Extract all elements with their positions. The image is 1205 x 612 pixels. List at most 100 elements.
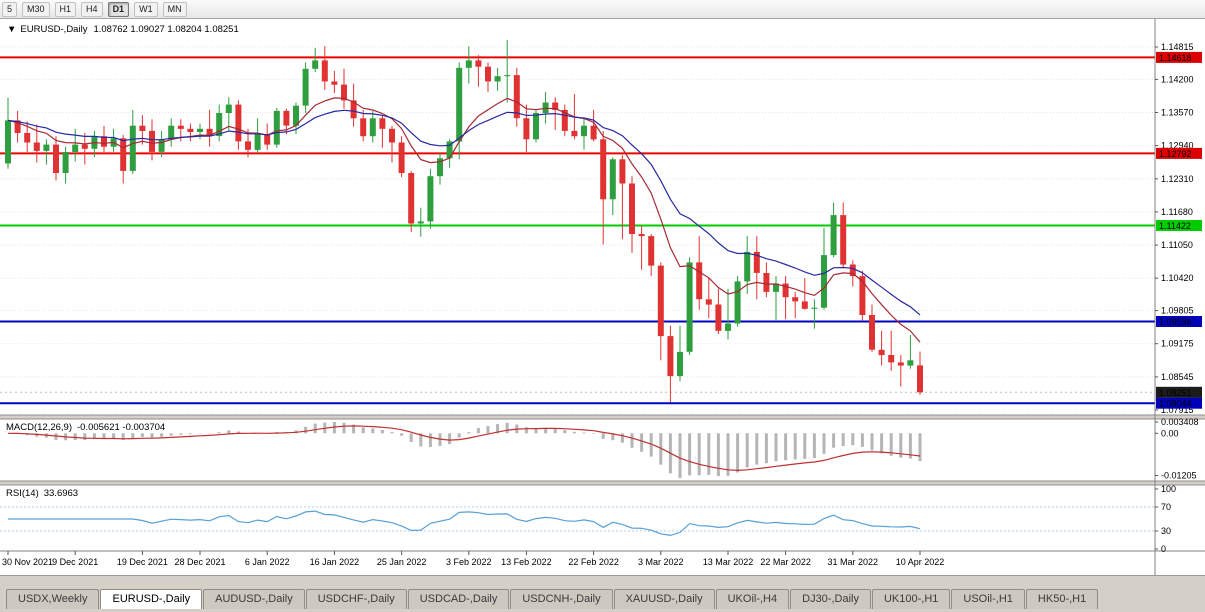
rsi-tick-label: 70 <box>1161 502 1171 512</box>
candle <box>629 183 635 234</box>
date-tick-label: 13 Mar 2022 <box>703 557 754 567</box>
candle <box>72 144 79 152</box>
candle <box>389 128 395 143</box>
price-tag <box>1156 147 1202 159</box>
timeframe-button-mn[interactable]: MN <box>162 1 187 17</box>
price-tag <box>1156 220 1202 231</box>
rsi-tick-label: 0 <box>1161 544 1166 554</box>
price-tick-label: 1.09175 <box>1161 339 1194 349</box>
candle <box>398 142 405 173</box>
tab-usdchf-daily[interactable]: USDCHF-,Daily <box>305 589 407 609</box>
timeframe-button-h1[interactable]: H1 <box>54 1 77 17</box>
candle <box>427 176 434 222</box>
collapse-triangle-icon[interactable]: ▼ <box>7 24 16 35</box>
moving-averages-layer <box>7 97 921 343</box>
candle <box>120 138 127 171</box>
macd-signal-line <box>7 425 921 472</box>
candle <box>341 84 347 101</box>
tab-xauusd-daily[interactable]: XAUUSD-,Daily <box>613 589 715 609</box>
candle <box>264 134 271 145</box>
tab-ukoil-h4[interactable]: UKOil-,H4 <box>715 589 790 609</box>
gridlines-layer <box>0 46 1155 411</box>
timeframe-button-d1[interactable]: D1 <box>107 1 130 17</box>
chart-symbol-label: EURUSD-,Daily <box>20 24 87 35</box>
price-tag <box>1156 316 1202 327</box>
chart-ohlc-values: 1.08762 1.09027 1.08204 1.08251 <box>93 24 238 35</box>
candle <box>533 113 539 140</box>
candle <box>206 128 213 137</box>
price-tags-layer: 1.14618 1.12792 1.11422 1.09598 1.082511.080… <box>1156 51 1202 409</box>
candle <box>158 139 165 152</box>
candle <box>417 221 424 224</box>
candle <box>62 152 69 173</box>
tab-eurusd-daily[interactable]: EURUSD-,Daily <box>100 589 203 609</box>
chart-ohlc-readout: ▼ EURUSD-,Daily 1.08762 1.09027 1.08204 1.… <box>7 24 239 35</box>
candle <box>811 307 818 309</box>
candle <box>504 75 511 77</box>
candle <box>821 255 827 308</box>
candle <box>53 144 59 173</box>
candle <box>475 60 482 67</box>
tab-usdx-weekly[interactable]: USDX,Weekly <box>6 589 100 609</box>
candle <box>609 159 616 200</box>
candle <box>773 283 779 292</box>
timeframe-button-w1[interactable]: W1 <box>134 1 158 17</box>
date-tick-label: 10 Apr 2022 <box>896 557 945 567</box>
candle <box>139 125 146 131</box>
date-tick-label: 28 Dec 2021 <box>174 557 225 567</box>
candle <box>187 128 194 132</box>
level-lines-layer[interactable] <box>0 56 1155 405</box>
price-tag-value: 1.14618 <box>1159 53 1192 63</box>
candle <box>235 104 242 142</box>
candle <box>81 144 88 149</box>
candle <box>725 323 731 331</box>
macd-tick-label: -0.01205 <box>1161 471 1197 481</box>
tab-hk50-h1[interactable]: HK50-,H1 <box>1025 589 1099 609</box>
candle <box>744 251 751 282</box>
candle <box>379 118 386 129</box>
date-tick-label: 25 Jan 2022 <box>377 557 427 567</box>
candle <box>245 141 251 150</box>
macd-tick-label: 0.00 <box>1161 428 1179 438</box>
date-tick-label: 9 Dec 2021 <box>52 557 98 567</box>
candle <box>43 144 50 151</box>
tab-dj30-daily[interactable]: DJ30-,Daily <box>790 589 871 609</box>
timeframe-button-m30[interactable]: M30 <box>22 1 50 17</box>
tab-uk100-h1[interactable]: UK100-,H1 <box>871 589 951 609</box>
tab-usoil-h1[interactable]: USOil-,H1 <box>951 589 1025 609</box>
candle <box>302 68 309 106</box>
candle <box>859 276 866 315</box>
price-tick-label: 1.14200 <box>1161 74 1194 84</box>
candle <box>763 273 770 292</box>
candle <box>485 66 491 82</box>
timeframe-toolbar: 5 M30 H1 H4 D1 W1 MN <box>0 0 1205 19</box>
macd-indicator-label: MACD(12,26,9) -0.005621 -0.003704 <box>6 422 165 433</box>
price-tag-value: 1.08044 <box>1159 399 1192 409</box>
tab-usdcnh-daily[interactable]: USDCNH-,Daily <box>510 589 613 609</box>
candle <box>225 104 232 113</box>
candle <box>177 125 184 129</box>
candle <box>369 118 376 137</box>
timeframe-button-h4[interactable]: H4 <box>81 1 103 17</box>
candle <box>33 142 40 151</box>
candle <box>513 75 520 119</box>
candle <box>801 301 808 309</box>
candle <box>734 281 741 324</box>
candle <box>648 236 655 266</box>
chart-area[interactable]: 1.14815 1.14200 1.13570 1.12940 1.12310 1.116… <box>0 19 1205 575</box>
tab-usdcad-daily[interactable]: USDCAD-,Daily <box>407 589 510 609</box>
candle <box>917 365 923 393</box>
candle <box>168 125 175 140</box>
price-tick-label: 1.14815 <box>1161 42 1194 52</box>
price-tick-label: 1.12940 <box>1161 141 1194 151</box>
tab-audusd-daily[interactable]: AUDUSD-,Daily <box>203 589 305 609</box>
candle <box>581 125 587 137</box>
candle <box>350 100 357 119</box>
macd-tick-label: 0.003408 <box>1161 417 1199 427</box>
candle <box>408 173 415 224</box>
price-tick-label: 1.09805 <box>1161 306 1194 316</box>
candle <box>753 251 760 273</box>
candles-layer <box>5 39 923 403</box>
rsi-line <box>8 510 921 537</box>
timeframe-button-5[interactable]: 5 <box>2 1 18 17</box>
